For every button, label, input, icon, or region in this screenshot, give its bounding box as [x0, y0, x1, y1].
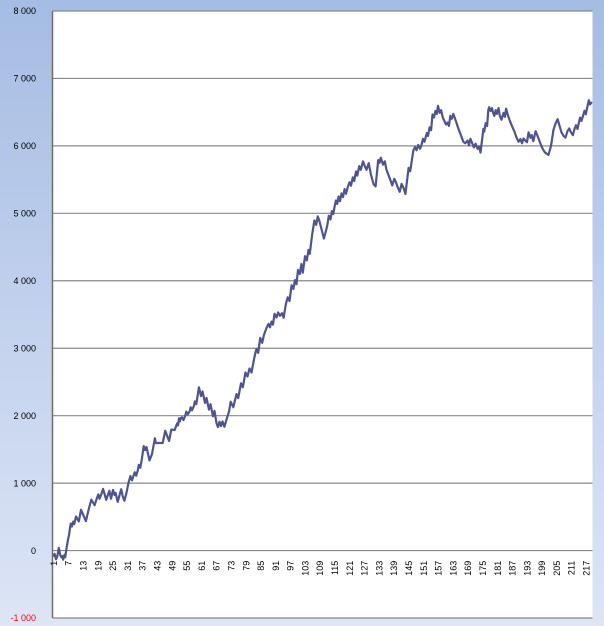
svg-text:8 000: 8 000 [13, 6, 36, 16]
svg-text:43: 43 [153, 561, 163, 571]
svg-text:73: 73 [227, 561, 237, 571]
svg-text:1: 1 [49, 561, 59, 566]
svg-text:217: 217 [582, 561, 592, 576]
svg-text:97: 97 [286, 561, 296, 571]
svg-text:211: 211 [567, 561, 577, 575]
svg-text:115: 115 [330, 561, 340, 575]
svg-text:79: 79 [241, 561, 251, 571]
svg-text:67: 67 [212, 561, 222, 571]
svg-text:61: 61 [197, 561, 207, 571]
svg-text:3 000: 3 000 [13, 343, 36, 353]
svg-text:199: 199 [537, 561, 547, 576]
svg-text:85: 85 [256, 561, 266, 571]
svg-text:-1 000: -1 000 [10, 613, 36, 623]
svg-text:151: 151 [419, 561, 429, 576]
svg-text:139: 139 [389, 561, 399, 576]
svg-text:157: 157 [434, 561, 444, 576]
svg-text:4 000: 4 000 [13, 276, 36, 286]
svg-text:205: 205 [552, 561, 562, 576]
svg-text:49: 49 [167, 561, 177, 571]
svg-text:13: 13 [79, 561, 89, 571]
svg-text:175: 175 [478, 561, 488, 576]
svg-text:25: 25 [108, 561, 118, 571]
svg-text:133: 133 [374, 561, 384, 576]
svg-text:7 000: 7 000 [13, 74, 36, 84]
svg-text:187: 187 [508, 561, 518, 576]
svg-text:121: 121 [345, 561, 355, 576]
svg-text:193: 193 [522, 561, 532, 576]
svg-text:5 000: 5 000 [13, 209, 36, 219]
svg-text:37: 37 [138, 561, 148, 571]
svg-text:103: 103 [300, 561, 310, 576]
svg-text:6 000: 6 000 [13, 141, 36, 151]
svg-text:2 000: 2 000 [13, 411, 36, 421]
svg-text:55: 55 [182, 561, 192, 571]
svg-text:127: 127 [360, 561, 370, 576]
svg-text:145: 145 [404, 561, 414, 576]
svg-text:7: 7 [64, 561, 74, 566]
svg-text:91: 91 [271, 561, 281, 571]
svg-text:19: 19 [93, 561, 103, 571]
svg-text:169: 169 [463, 561, 473, 576]
svg-text:109: 109 [315, 561, 325, 576]
svg-text:0: 0 [31, 546, 36, 556]
svg-text:1 000: 1 000 [13, 478, 36, 488]
svg-text:31: 31 [123, 561, 133, 571]
svg-text:163: 163 [448, 561, 458, 576]
svg-text:181: 181 [493, 561, 503, 576]
